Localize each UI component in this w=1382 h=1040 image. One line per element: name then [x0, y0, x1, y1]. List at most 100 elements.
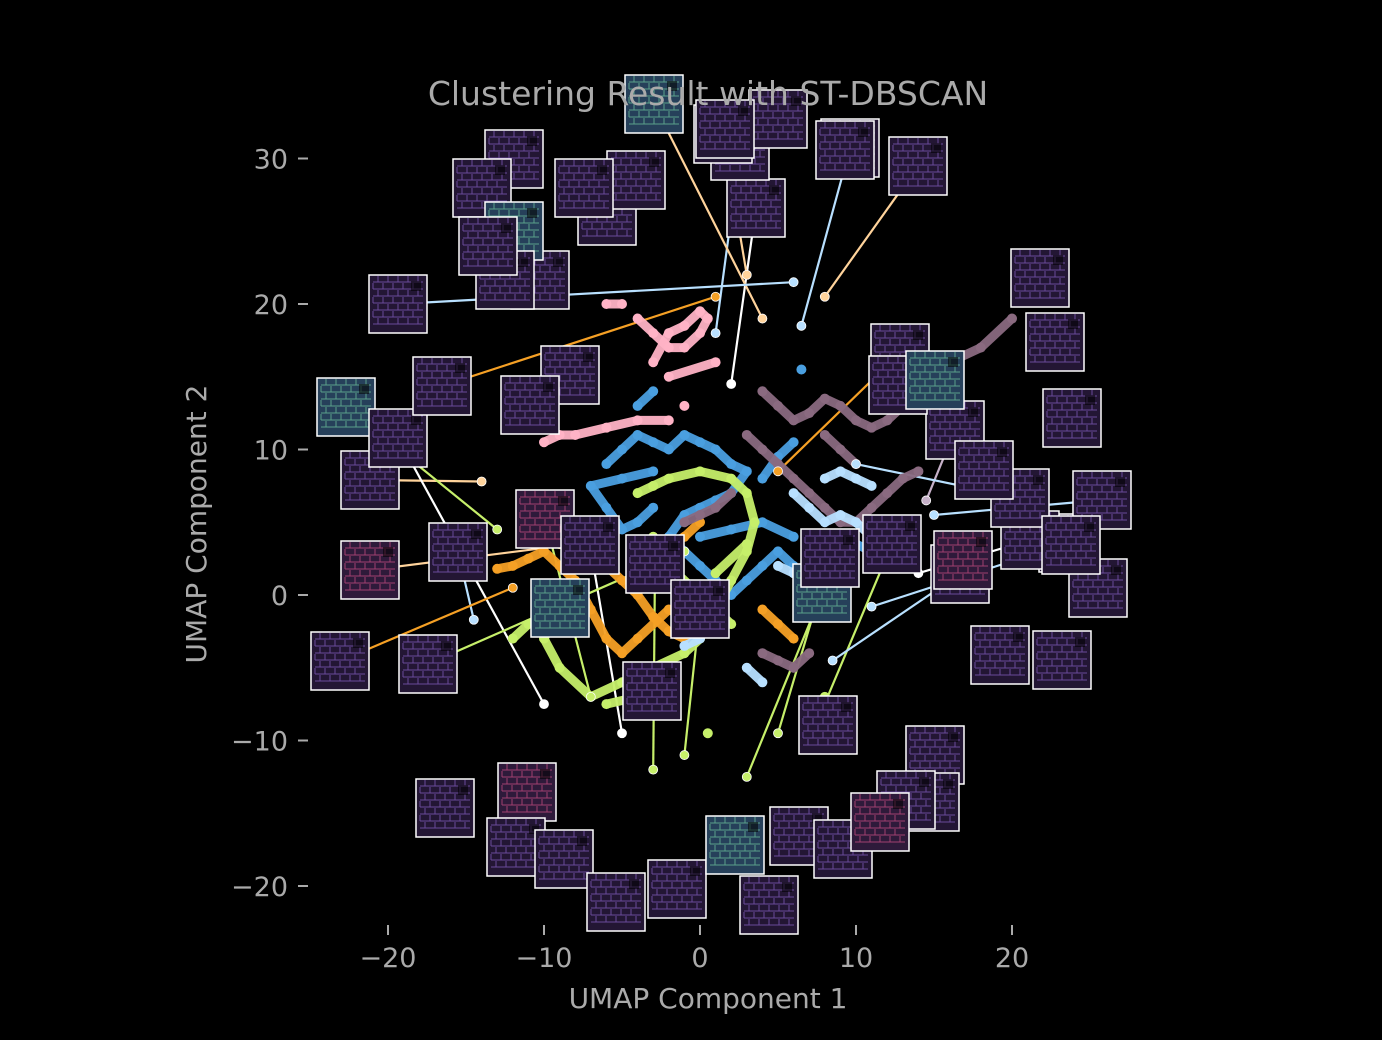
data-point	[796, 364, 807, 375]
data-point	[648, 466, 659, 477]
data-point	[554, 662, 565, 673]
thumbnail-image	[647, 859, 707, 919]
data-point	[804, 408, 815, 419]
data-point	[749, 517, 760, 528]
data-point	[702, 313, 713, 324]
data-point	[695, 560, 705, 571]
data-point	[648, 502, 659, 513]
label-point	[507, 582, 518, 593]
thumbnail-image	[739, 875, 799, 935]
data-point	[663, 371, 674, 382]
data-point	[648, 357, 659, 368]
data-point	[632, 415, 643, 426]
axes: −20 −10 0 10 20 −20 −10 0 10 20 30	[231, 145, 1029, 975]
y-tick-label: 10	[254, 436, 288, 467]
label-point	[866, 601, 877, 612]
data-point	[741, 662, 752, 673]
data-point	[601, 299, 612, 309]
label-point	[679, 750, 690, 760]
data-point	[835, 400, 846, 411]
trajectory-segment	[586, 677, 627, 702]
thumbnail-image	[1025, 312, 1085, 372]
label-point	[929, 510, 939, 520]
chart-title: Clustering Result with ST-DBSCAN	[428, 74, 988, 113]
data-point	[851, 517, 861, 528]
data-point	[866, 422, 877, 433]
data-point	[679, 517, 690, 528]
thumbnail-image	[368, 274, 428, 334]
label-point	[710, 328, 721, 339]
trajectory-segment	[601, 415, 643, 433]
thumbnail-image	[954, 440, 1014, 500]
trajectory-segment	[711, 539, 752, 578]
data-point	[757, 560, 768, 571]
thumbnail-image	[497, 762, 557, 822]
data-point	[897, 473, 908, 484]
thumbnail-image	[428, 522, 488, 582]
data-point	[617, 575, 627, 586]
data-point	[804, 648, 815, 659]
trajectory-segment	[695, 525, 736, 542]
data-point	[539, 437, 549, 448]
label-point	[741, 771, 752, 782]
data-point	[570, 429, 581, 440]
data-point	[726, 524, 737, 535]
thumbnail-image	[815, 120, 875, 180]
data-point	[741, 488, 752, 499]
data-point	[617, 444, 627, 455]
data-point	[773, 400, 783, 411]
label-point	[921, 495, 932, 506]
data-point	[882, 488, 893, 499]
thumbnail-image	[862, 514, 922, 574]
data-point	[773, 546, 783, 557]
data-point	[819, 473, 830, 484]
label-point	[476, 476, 487, 487]
data-point	[679, 400, 690, 411]
data-point	[788, 531, 799, 542]
y-tick-label: 30	[254, 145, 288, 176]
thumbnail-image	[705, 815, 765, 875]
trajectory-segment	[664, 357, 721, 382]
x-tick-label: 20	[995, 943, 1029, 974]
data-point	[819, 517, 830, 528]
label-point	[773, 728, 783, 739]
leader-line	[441, 295, 716, 388]
thumbnail-image	[970, 625, 1030, 685]
data-point	[788, 633, 799, 644]
label-point	[788, 277, 799, 288]
label-point	[757, 313, 768, 324]
thumbnail-image	[1041, 515, 1101, 575]
data-point	[851, 415, 861, 426]
label-point	[796, 320, 807, 331]
data-point	[507, 560, 518, 571]
data-point	[523, 553, 534, 564]
label-point	[468, 614, 479, 625]
data-point	[882, 415, 893, 426]
data-point	[663, 444, 674, 455]
label-point	[819, 291, 830, 302]
thumbnail-image	[726, 178, 786, 238]
data-point	[663, 342, 674, 353]
data-point	[757, 648, 768, 659]
label-point	[710, 291, 721, 302]
thumbnail-image	[606, 150, 666, 210]
data-point	[851, 473, 861, 484]
trajectory-segment	[633, 605, 674, 644]
data-point	[710, 357, 721, 368]
thumbnail-image	[398, 634, 458, 694]
data-point	[632, 488, 643, 499]
data-point	[913, 466, 924, 477]
data-point	[726, 488, 737, 499]
trajectory-segment	[539, 634, 565, 673]
data-point	[601, 459, 612, 470]
label-point	[726, 379, 737, 389]
trajectory-segment	[742, 488, 760, 527]
data-point	[539, 546, 549, 557]
data-point	[741, 466, 752, 477]
y-tick-label: −10	[231, 727, 288, 758]
x-axis-label: UMAP Component 1	[569, 982, 848, 1015]
trajectory-segment	[555, 663, 596, 702]
data-point	[773, 459, 783, 470]
data-point	[679, 320, 690, 331]
